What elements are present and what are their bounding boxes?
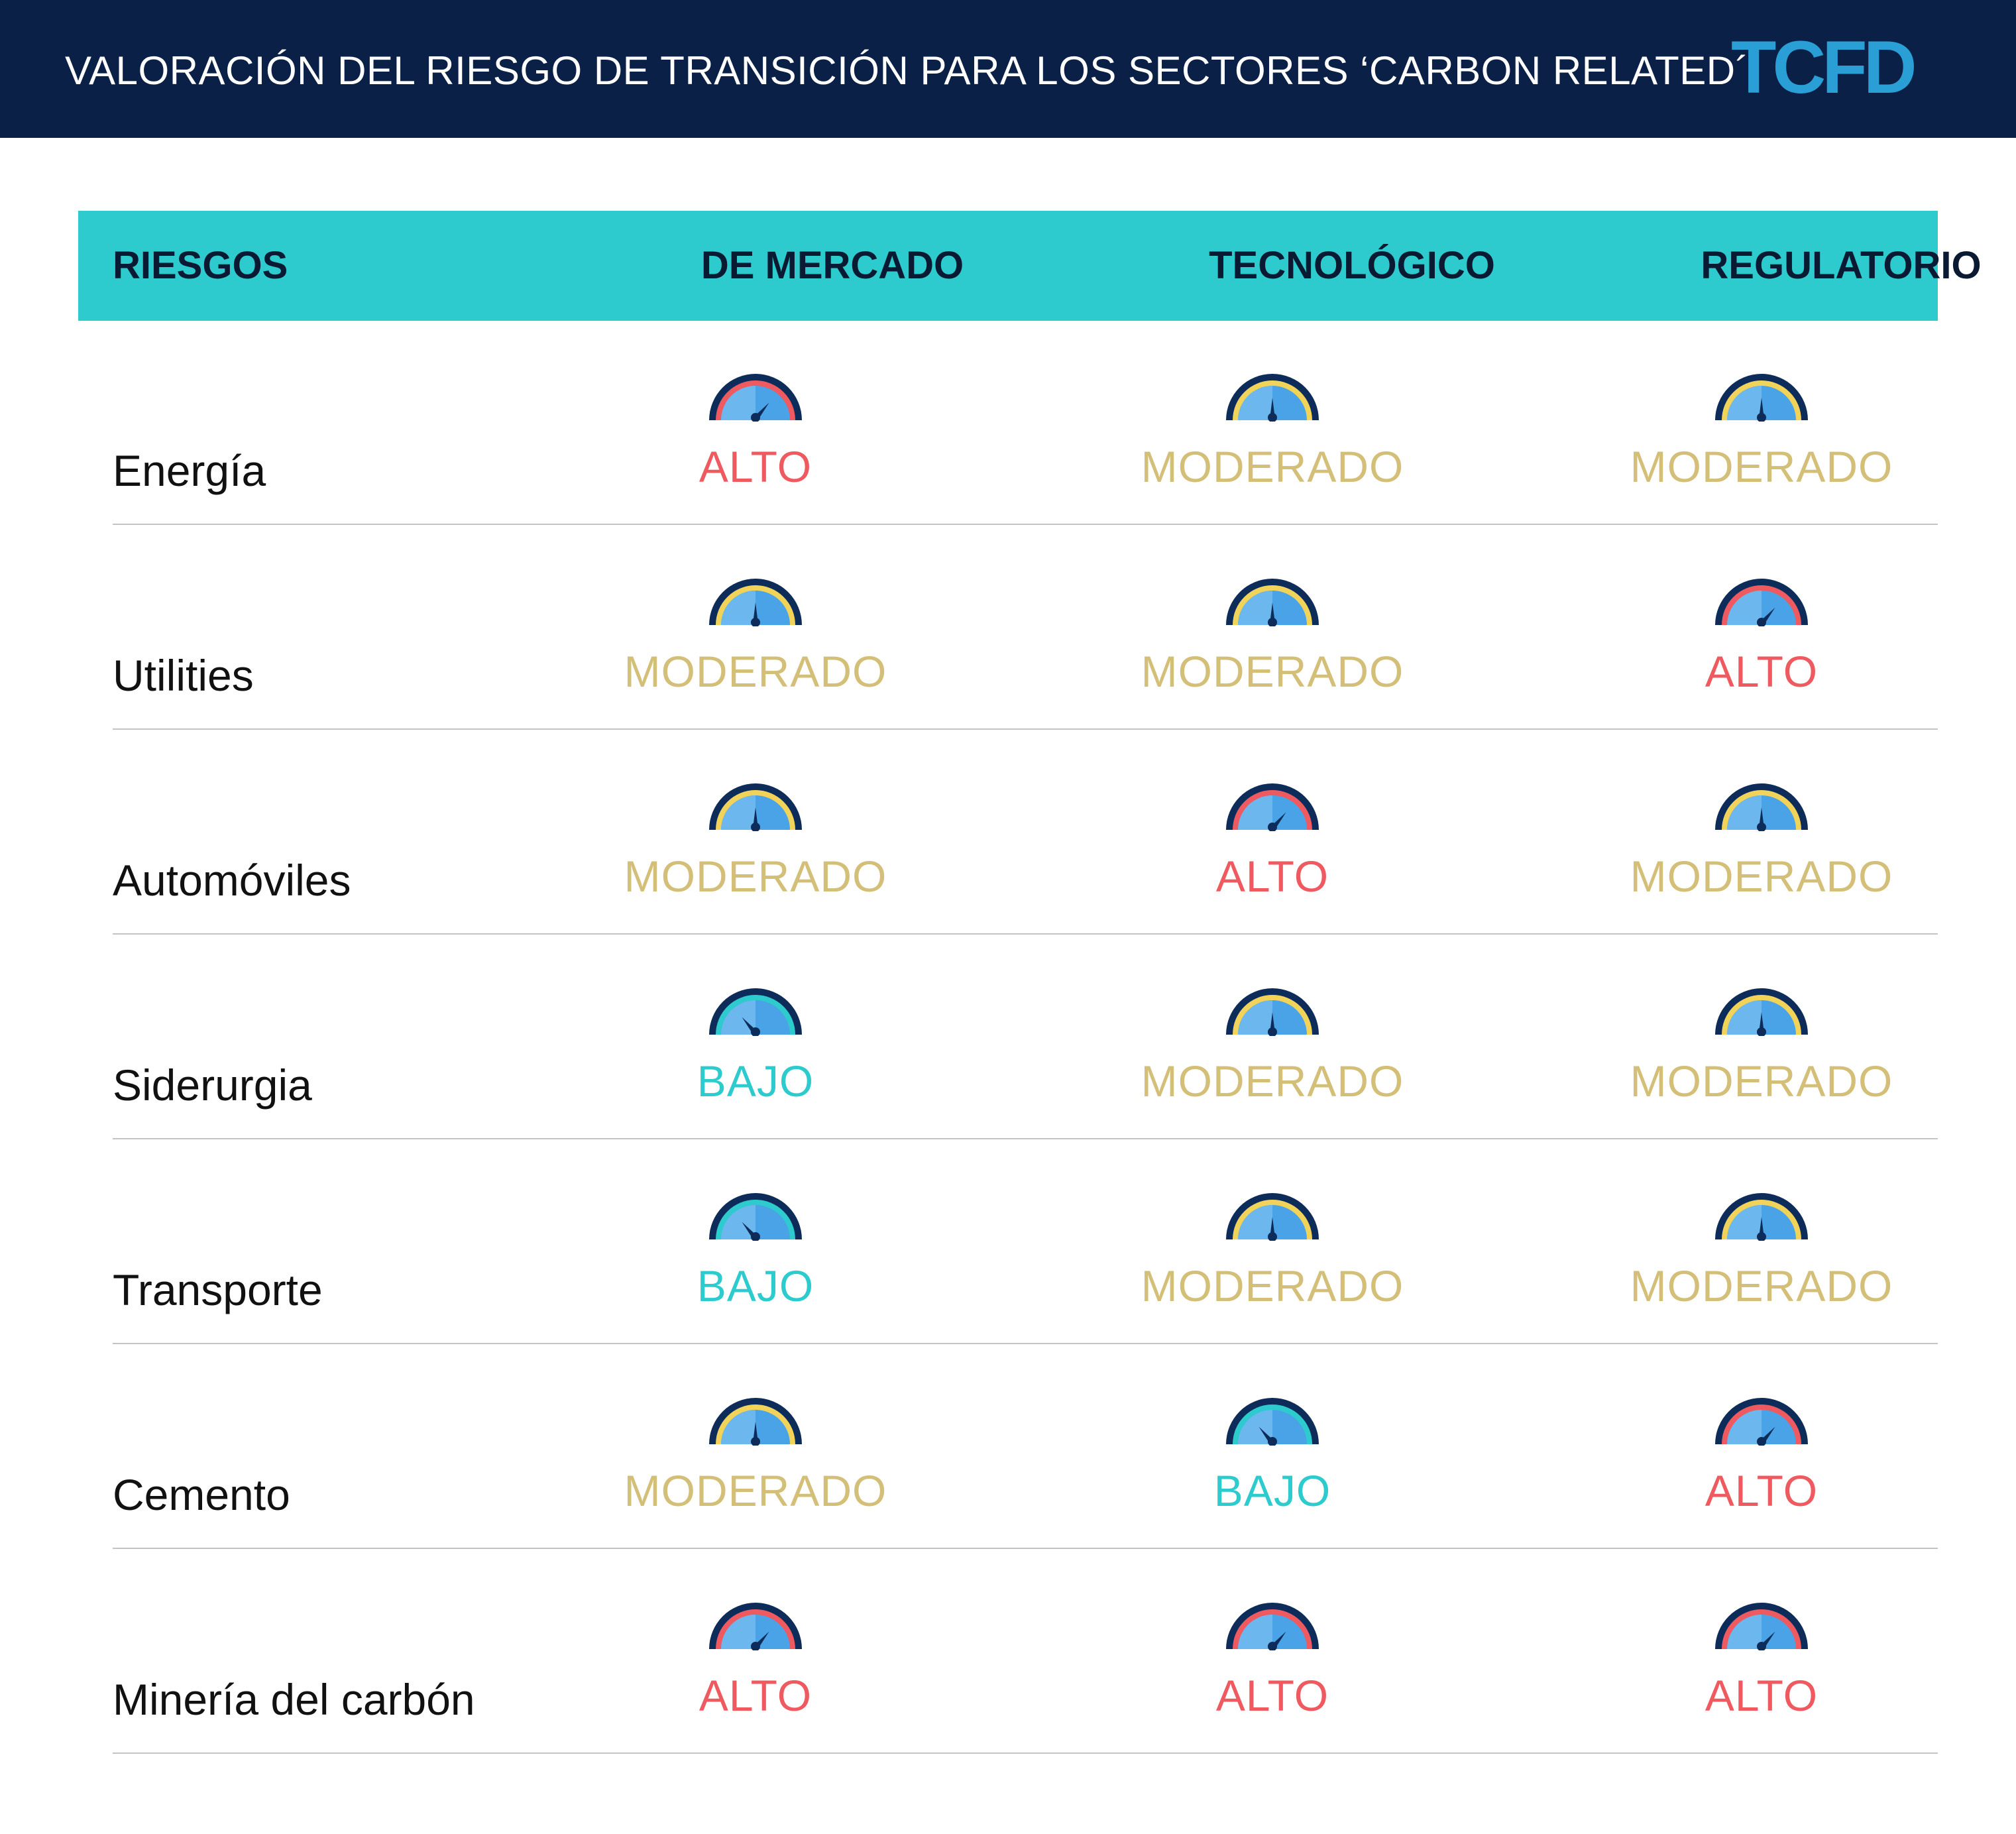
risk-cell: ALTO xyxy=(1563,1395,1960,1516)
risk-level-moderado: MODERADO xyxy=(624,852,887,901)
risk-cell: ALTO xyxy=(557,1600,954,1721)
risk-cell: MODERADO xyxy=(557,576,954,697)
risk-level-moderado: MODERADO xyxy=(1630,1261,1893,1310)
risk-level-moderado: MODERADO xyxy=(1630,442,1893,491)
risk-cell: ALTO xyxy=(1074,1600,1471,1721)
gauge-moderado-icon xyxy=(1715,1193,1808,1241)
risk-cell: MODERADO xyxy=(1074,576,1471,697)
gauge-moderado-icon xyxy=(1715,783,1808,831)
gauge-moderado-icon xyxy=(1226,374,1319,422)
risk-cell: MODERADO xyxy=(557,1395,954,1516)
risk-cell: ALTO xyxy=(1074,781,1471,901)
gauge-alto-icon xyxy=(1226,783,1319,831)
sector-name: Cemento xyxy=(113,1470,290,1519)
gauge-bajo-icon xyxy=(1226,1398,1319,1446)
gauge-moderado-icon xyxy=(709,783,802,831)
risk-level-moderado: MODERADO xyxy=(624,1466,887,1515)
gauge-moderado-icon xyxy=(709,1398,802,1446)
risk-cell: MODERADO xyxy=(1074,986,1471,1106)
gauge-alto-icon xyxy=(1715,1603,1808,1650)
gauge-moderado-icon xyxy=(1226,1193,1319,1241)
gauge-moderado-icon xyxy=(1226,988,1319,1036)
risk-level-bajo: BAJO xyxy=(1213,1466,1331,1515)
row-divider xyxy=(113,1752,1938,1754)
row-divider xyxy=(113,1343,1938,1344)
tcfd-logo: TCFD xyxy=(1731,32,1919,105)
risk-level-alto: ALTO xyxy=(1215,1671,1329,1720)
risk-level-moderado: MODERADO xyxy=(1141,1057,1404,1106)
risk-cell: ALTO xyxy=(1563,1600,1960,1721)
risk-cell: MODERADO xyxy=(1563,1190,1960,1311)
logo-text: TCFD xyxy=(1731,32,1915,105)
gauge-moderado-icon xyxy=(1715,374,1808,422)
title-bar: VALORACIÓN DEL RIESGO DE TRANSICIÓN PARA… xyxy=(0,0,2016,138)
risk-level-alto: ALTO xyxy=(1705,647,1819,696)
sector-name: Automóviles xyxy=(113,856,351,905)
gauge-moderado-icon xyxy=(1715,988,1808,1036)
page-title: VALORACIÓN DEL RIESGO DE TRANSICIÓN PARA… xyxy=(65,48,1750,93)
risk-level-moderado: MODERADO xyxy=(1141,647,1404,696)
gauge-moderado-icon xyxy=(709,579,802,626)
risk-level-alto: ALTO xyxy=(699,1671,812,1720)
risk-level-alto: ALTO xyxy=(699,442,812,491)
risk-level-moderado: MODERADO xyxy=(624,647,887,696)
risk-cell: MODERADO xyxy=(557,781,954,901)
sector-name: Minería del carbón xyxy=(113,1675,475,1724)
risk-cell: MODERADO xyxy=(1074,1190,1471,1311)
risk-cell: MODERADO xyxy=(1074,371,1471,492)
sector-name: Siderurgia xyxy=(113,1060,312,1110)
sector-name: Utilities xyxy=(113,651,254,700)
risk-level-moderado: MODERADO xyxy=(1630,1057,1893,1106)
gauge-alto-icon xyxy=(1715,579,1808,626)
column-header-riesgos: RIESGOS xyxy=(113,244,288,287)
risk-level-bajo: BAJO xyxy=(697,1057,814,1106)
gauge-alto-icon xyxy=(1715,1398,1808,1446)
row-divider xyxy=(113,933,1938,935)
risk-cell: BAJO xyxy=(557,1190,954,1311)
risk-cell: MODERADO xyxy=(1563,986,1960,1106)
risk-cell: MODERADO xyxy=(1563,371,1960,492)
gauge-alto-icon xyxy=(709,374,802,422)
risk-level-moderado: MODERADO xyxy=(1141,442,1404,491)
risk-level-moderado: MODERADO xyxy=(1630,852,1893,901)
row-divider xyxy=(113,728,1938,730)
table-header: RIESGOS DE MERCADO TECNOLÓGICO REGULATOR… xyxy=(78,211,1982,321)
risk-cell: BAJO xyxy=(1074,1395,1471,1516)
column-header-regulatorio: REGULATORIO xyxy=(1701,244,1982,287)
risk-level-alto: ALTO xyxy=(1705,1671,1819,1720)
risk-cell: ALTO xyxy=(557,371,954,492)
row-divider xyxy=(113,1548,1938,1549)
risk-cell: ALTO xyxy=(1563,576,1960,697)
risk-cell: MODERADO xyxy=(1563,781,1960,901)
gauge-bajo-icon xyxy=(709,988,802,1036)
row-divider xyxy=(113,524,1938,525)
risk-level-alto: ALTO xyxy=(1215,852,1329,901)
gauge-alto-icon xyxy=(709,1603,802,1650)
risk-level-moderado: MODERADO xyxy=(1141,1261,1404,1310)
sector-name: Transporte xyxy=(113,1265,323,1314)
risk-level-alto: ALTO xyxy=(1705,1466,1819,1515)
gauge-moderado-icon xyxy=(1226,579,1319,626)
risk-level-bajo: BAJO xyxy=(697,1261,814,1310)
risk-cell: BAJO xyxy=(557,986,954,1106)
sector-name: Energía xyxy=(113,446,266,495)
column-header-mercado: DE MERCADO xyxy=(700,244,964,287)
gauge-bajo-icon xyxy=(709,1193,802,1241)
gauge-alto-icon xyxy=(1226,1603,1319,1650)
row-divider xyxy=(113,1138,1938,1139)
column-header-tecnologico: TECNOLÓGICO xyxy=(1209,244,1495,287)
